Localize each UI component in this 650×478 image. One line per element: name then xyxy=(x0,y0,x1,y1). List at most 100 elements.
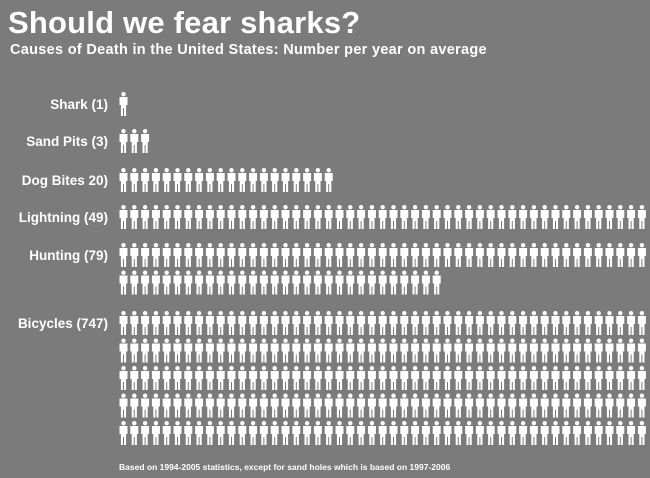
person-icon xyxy=(141,421,150,445)
person-icon xyxy=(141,270,150,295)
person-icon xyxy=(627,393,636,418)
person-icon xyxy=(454,421,463,445)
person-icon xyxy=(205,393,214,418)
person-icon xyxy=(162,393,171,418)
person-icon xyxy=(443,243,452,267)
person-icon xyxy=(400,366,409,390)
person-icon xyxy=(270,243,279,267)
person-icon xyxy=(486,311,495,335)
person-icon xyxy=(195,393,204,418)
person-icon xyxy=(357,243,366,267)
person-icon xyxy=(519,421,528,445)
person-icon xyxy=(259,270,268,295)
person-icon xyxy=(400,311,409,335)
person-icon xyxy=(292,338,301,363)
person-icon xyxy=(259,338,268,363)
person-icon xyxy=(583,393,592,418)
person-icon xyxy=(637,311,646,335)
person-icon xyxy=(454,311,463,335)
person-icon xyxy=(313,270,322,295)
person-icon xyxy=(616,366,625,390)
person-icon xyxy=(151,366,160,390)
person-icon xyxy=(119,366,128,390)
person-icon xyxy=(508,243,517,267)
person-icon xyxy=(249,205,258,229)
person-icon xyxy=(616,421,625,445)
person-icon xyxy=(303,205,312,229)
person-icon xyxy=(162,421,171,445)
person-icon xyxy=(367,421,376,445)
person-icon xyxy=(378,393,387,418)
person-icon xyxy=(259,393,268,418)
person-icon xyxy=(562,311,571,335)
person-icon xyxy=(508,311,517,335)
person-icon xyxy=(421,270,430,295)
person-icon xyxy=(400,421,409,445)
person-icon xyxy=(400,393,409,418)
person-icon xyxy=(551,338,560,363)
person-icon xyxy=(281,243,290,267)
person-icon xyxy=(432,338,441,363)
person-icon xyxy=(324,243,333,267)
person-icon xyxy=(281,366,290,390)
row-label: Dog Bites 20) xyxy=(22,173,108,188)
person-icon xyxy=(130,129,139,153)
person-icon xyxy=(475,205,484,229)
person-icon xyxy=(378,338,387,363)
person-icon xyxy=(292,243,301,267)
person-icon xyxy=(303,270,312,295)
person-icon xyxy=(184,366,193,390)
person-icon xyxy=(173,393,182,418)
person-icon xyxy=(529,243,538,267)
person-icon xyxy=(205,270,214,295)
person-icon xyxy=(573,393,582,418)
person-icon xyxy=(173,243,182,267)
person-icon xyxy=(529,421,538,445)
person-icon xyxy=(583,338,592,363)
person-icon xyxy=(346,311,355,335)
person-icon xyxy=(627,243,636,267)
person-icon xyxy=(454,243,463,267)
row-label: Sand Pits (3) xyxy=(26,134,108,149)
person-icon xyxy=(497,366,506,390)
person-icon xyxy=(162,205,171,229)
person-icon xyxy=(540,421,549,445)
person-icon xyxy=(529,205,538,229)
person-icon xyxy=(281,311,290,335)
person-icon xyxy=(508,338,517,363)
person-icon xyxy=(465,205,474,229)
person-icon xyxy=(346,393,355,418)
person-icon xyxy=(637,366,646,390)
person-icon xyxy=(411,338,420,363)
person-icon xyxy=(367,393,376,418)
person-icon xyxy=(313,421,322,445)
person-icon xyxy=(324,338,333,363)
person-icon xyxy=(486,366,495,390)
person-icon xyxy=(259,168,268,192)
person-icon xyxy=(119,129,128,153)
person-icon xyxy=(519,366,528,390)
person-icon xyxy=(389,311,398,335)
person-icon xyxy=(130,311,139,335)
person-icon xyxy=(227,421,236,445)
person-icon xyxy=(562,243,571,267)
person-icon xyxy=(292,311,301,335)
person-icon xyxy=(508,366,517,390)
person-icon xyxy=(130,421,139,445)
person-icon xyxy=(303,421,312,445)
person-icon xyxy=(162,243,171,267)
person-icon xyxy=(389,270,398,295)
person-icon xyxy=(421,421,430,445)
person-icon xyxy=(162,168,171,192)
person-icon xyxy=(184,205,193,229)
row-label: Shark (1) xyxy=(50,97,108,112)
person-icon xyxy=(400,243,409,267)
person-icon xyxy=(400,205,409,229)
person-icon xyxy=(443,366,452,390)
row-label: Lightning (49) xyxy=(19,210,108,225)
person-icon xyxy=(627,311,636,335)
person-icon xyxy=(227,366,236,390)
person-icon xyxy=(637,243,646,267)
person-icon xyxy=(216,168,225,192)
person-icon xyxy=(551,311,560,335)
